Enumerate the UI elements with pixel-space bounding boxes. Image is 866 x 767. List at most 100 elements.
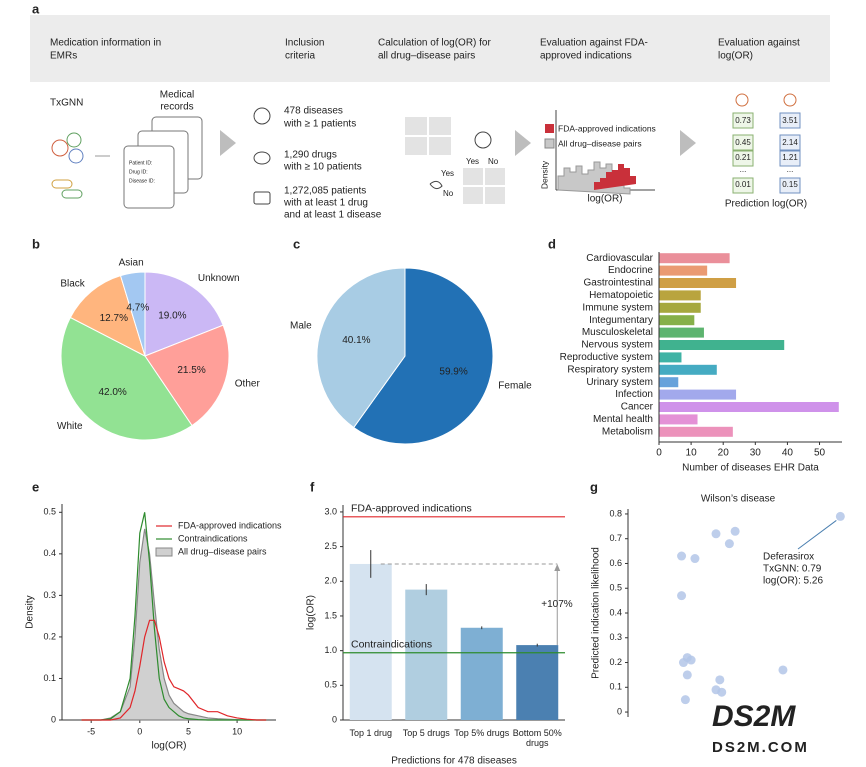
category-label: Cancer: [621, 402, 654, 413]
category-label: White: [57, 421, 83, 432]
x-tick-label: 10: [686, 448, 698, 459]
record-field: Disease ID:: [129, 178, 155, 184]
panel-label: d: [548, 236, 556, 251]
category-label: Musculoskeletal: [582, 327, 653, 338]
category-label: Respiratory system: [567, 364, 653, 375]
point: [677, 551, 687, 561]
icon: [66, 132, 82, 148]
y-tick-label: 0.1: [43, 673, 56, 683]
watermark: DS2M: [712, 700, 796, 733]
legend-swatch: [545, 124, 554, 133]
legend-text: All drug–disease pairs: [558, 138, 642, 148]
criteria-text: 1,272,085 patients: [284, 186, 366, 197]
prediction-table: [732, 112, 754, 194]
bar: [659, 278, 737, 288]
y-tick-label: 1.0: [324, 645, 337, 655]
record-field: Drug ID:: [129, 169, 148, 175]
category-label: Other: [235, 378, 261, 389]
point: [677, 591, 687, 601]
bar: [659, 290, 701, 301]
category-label: Asian: [119, 258, 144, 269]
annotation: Deferasirox: [763, 552, 814, 563]
annotation: TxGNN: 0.79: [763, 564, 822, 575]
pie-slice: [144, 271, 224, 357]
cell: [779, 177, 801, 194]
category-label: Immune system: [582, 302, 653, 313]
y-tick-label: 0.2: [609, 657, 622, 667]
icons: [51, 93, 797, 209]
slice-label: 42.0%: [98, 387, 126, 398]
category-label: Nervous system: [581, 340, 653, 351]
category-label: Metabolism: [602, 426, 653, 437]
prediction-value: ...: [787, 165, 794, 174]
cell: [732, 150, 754, 167]
y-axis-label: Predicted indication likelihood: [591, 547, 602, 679]
point: [835, 511, 845, 521]
y-tick-label: 0: [332, 714, 337, 724]
cell: [732, 177, 754, 194]
x-tick-label: 20: [718, 448, 730, 459]
icon: [253, 107, 271, 125]
point: [711, 529, 721, 539]
cell: [429, 117, 451, 135]
pie-slice: [60, 316, 193, 441]
category-label: Integumentary: [589, 315, 653, 326]
panel-label: g: [590, 479, 598, 494]
category-label: Cardiovascular: [586, 253, 653, 264]
bar: [659, 414, 698, 425]
bar: [516, 645, 559, 720]
legend-swatch: [544, 138, 555, 149]
y-tick-label: 0.4: [609, 607, 622, 617]
panel-label: b: [32, 236, 40, 251]
category-label: Mental health: [593, 414, 653, 425]
matrix: [405, 117, 505, 204]
x-tick-label: 0: [656, 448, 662, 459]
pie-slice: [353, 267, 494, 445]
pie-slice: [119, 271, 146, 357]
y-tick-label: 0.7: [609, 533, 622, 543]
header-text: Evaluation against: [718, 38, 800, 49]
x-tick-label: Top 1 drug: [349, 728, 393, 738]
prediction-title: Prediction log(OR): [725, 199, 807, 210]
y-tick-label: 2.0: [324, 576, 337, 586]
model-label: TxGNN: [50, 98, 83, 109]
prediction-value: 0.01: [735, 180, 751, 189]
icon: [51, 139, 69, 157]
x-tick-label: Top 5 drugs: [402, 728, 450, 738]
bar: [659, 340, 785, 350]
criteria-text: with at least 1 drug: [283, 198, 368, 209]
prediction-value: 3.51: [782, 116, 798, 125]
prediction-value: 1.21: [782, 153, 798, 162]
cell: [405, 117, 427, 135]
icon: [735, 93, 749, 107]
point: [690, 554, 700, 564]
panel-label: f: [310, 479, 315, 494]
hist: [594, 164, 636, 190]
header-text: all drug–disease pairs: [378, 51, 475, 62]
matrix-label: Yes: [466, 157, 479, 166]
cell: [485, 187, 505, 204]
header-text: criteria: [285, 51, 315, 62]
chart-title: Wilson’s disease: [701, 494, 776, 505]
arrow-head: [554, 563, 561, 571]
arrows: [220, 130, 696, 156]
x-tick-label: Bottom 50% drugs: [512, 728, 562, 749]
matrix-label: Yes: [441, 169, 454, 178]
icon: [253, 191, 271, 205]
bar: [659, 426, 733, 437]
cell: [405, 137, 427, 155]
category-label: Black: [60, 278, 85, 289]
cell: [779, 134, 801, 151]
category-label: Endocrine: [608, 265, 653, 276]
cell: [485, 168, 505, 185]
reference-label: FDA-approved indications: [351, 503, 472, 515]
y-tick-label: 0: [51, 714, 56, 724]
y-tick-label: 0.2: [43, 631, 56, 641]
legend-swatch: [155, 547, 173, 557]
matrix-label: No: [488, 157, 499, 166]
point: [778, 665, 788, 675]
prediction-value: 0.73: [735, 116, 751, 125]
cell: [732, 112, 754, 129]
